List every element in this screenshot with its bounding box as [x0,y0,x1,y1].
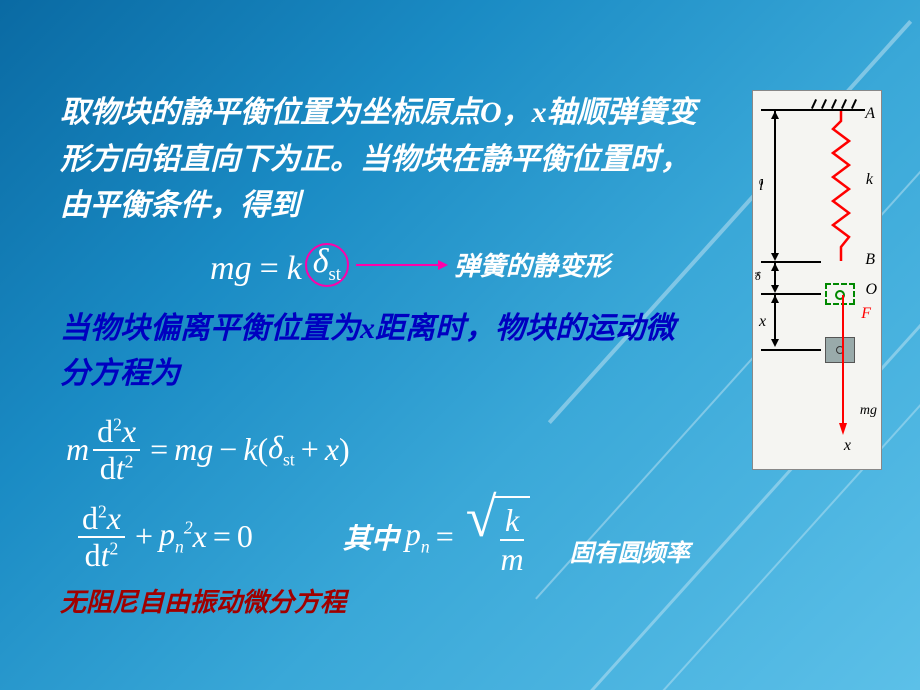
eq2-num: d2x [93,414,140,449]
hatch-icon [821,99,827,109]
dim-tick [761,261,821,263]
eq2-m: m [66,431,89,468]
eq3-den: dt2 [81,538,123,573]
dim-tick [761,293,821,295]
force-arrow-icon [838,295,848,435]
eq2-mg: mg [174,431,213,468]
hatch-icon [841,99,847,109]
eq1-g: g [235,250,252,288]
sqrt-icon: √ [466,496,497,578]
dim-line [774,111,776,259]
eq2-x: x [325,431,339,468]
slide-content: 取物块的静平衡位置为坐标原点O，x轴顺弹簧变形方向铅直向下为正。当物块在静平衡位… [0,0,920,690]
equation-3-row: d2x dt2 + pn2 x = 0 其中 pn = √ k m 固有圆 [60,496,880,578]
paragraph-1: 取物块的静平衡位置为坐标原点O，x轴顺弹簧变形方向铅直向下为正。当物块在静平衡位… [60,90,700,230]
diagram-label-mg: mg [860,403,877,419]
hatch-icon [831,99,837,109]
eq4-k: k [505,502,519,539]
arrow-down-icon [771,339,779,347]
eq2-rparen: ) [339,431,350,468]
circle-highlight [305,243,349,287]
diagram-label-B: B [865,251,875,269]
eq1-delta-circled: δst [304,242,350,288]
eq1-k: k [287,250,302,288]
eq3-x: x [193,518,207,555]
spring-icon [831,111,851,261]
eq3-zero: 0 [237,518,253,555]
eq2-equals: = [150,431,168,468]
diagram-label-k: k [866,171,873,189]
paragraph-2: 当物块偏离平衡位置为x距离时，物块的运动微分方程为 [60,306,700,396]
diagram-label-A: A [865,105,875,123]
eq2-k: k [243,431,257,468]
eq2-delta: δst [268,429,295,470]
eq4-m: m [500,541,523,578]
eq4-equals: = [436,518,454,555]
eq2-lparen: ( [258,431,269,468]
eq3-num: d2x [78,501,125,536]
equation-3: d2x dt2 + pn2 x = 0 [74,501,253,573]
equation-1: mg = k δst [210,242,350,288]
eq3-plus: + [135,518,153,555]
eq4-sqrt: √ k m [466,496,530,578]
eq3-equals: = [213,518,231,555]
arrow-down-icon [771,253,779,261]
diagram-label-O: O [865,281,877,299]
hatch-icon [811,99,817,109]
eq4-sqrt-body: k m [494,496,529,578]
eq1-annotation: 弹簧的静变形 [454,246,610,283]
eq2-minus: − [219,431,237,468]
para2-x: x [360,312,375,345]
eq3-fraction: d2x dt2 [78,501,125,573]
para2-a: 当物块偏离平衡位置为 [60,312,360,345]
equation-4: pn = √ k m [405,496,530,578]
natural-frequency-label: 固有圆频率 [570,533,690,568]
diagram-label-F: F [861,305,871,323]
eq2-fraction: d2x dt2 [93,414,140,486]
arrow-icon [356,264,446,266]
diagram-label-xdim: x [759,313,766,331]
bottom-note: 无阻尼自由振动微分方程 [60,582,880,619]
diagram-label-x: x [844,437,851,455]
eq2-den: dt2 [96,451,138,486]
hatch-icon [851,99,857,109]
eq2-plus: + [301,431,319,468]
dim-line [774,295,776,345]
arrow-down-icon [771,285,779,293]
eq4-p: pn [405,516,430,557]
where-label: 其中 [343,517,399,557]
dim-tick [761,349,821,351]
eq1-equals: = [260,250,279,288]
spring-mass-diagram: A k B O F mg x l0 δst [752,90,882,470]
dim-tick [761,109,809,111]
eq1-m: m [210,250,235,288]
diagram-ceiling [809,99,865,111]
eq3-p: pn2 [159,516,193,557]
